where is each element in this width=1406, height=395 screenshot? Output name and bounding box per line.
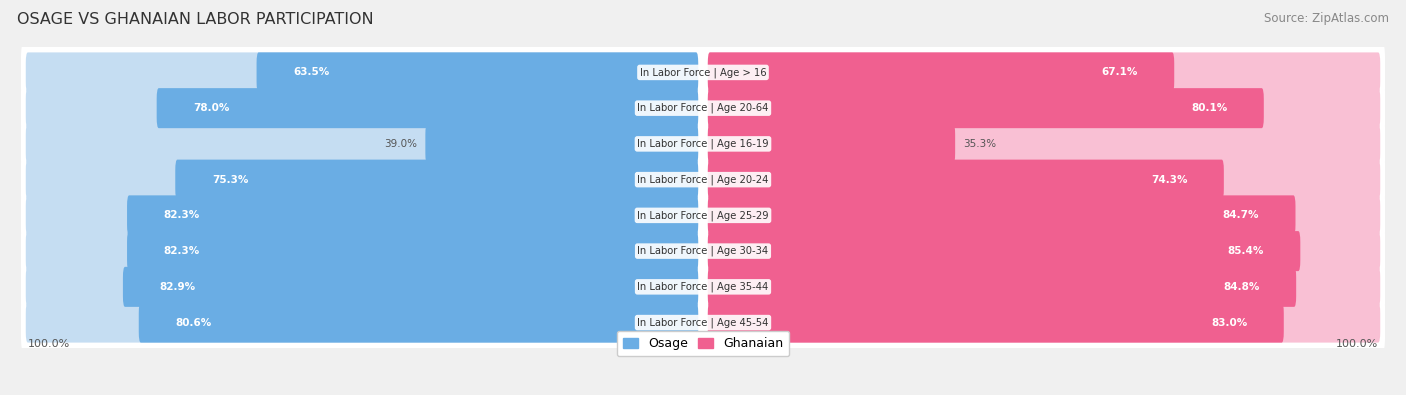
FancyBboxPatch shape	[25, 267, 699, 307]
FancyBboxPatch shape	[707, 53, 1381, 92]
Text: 35.3%: 35.3%	[963, 139, 997, 149]
Text: 82.3%: 82.3%	[163, 246, 200, 256]
Text: OSAGE VS GHANAIAN LABOR PARTICIPATION: OSAGE VS GHANAIAN LABOR PARTICIPATION	[17, 12, 374, 27]
FancyBboxPatch shape	[707, 53, 1174, 92]
Text: 100.0%: 100.0%	[28, 339, 70, 349]
FancyBboxPatch shape	[707, 267, 1296, 307]
FancyBboxPatch shape	[25, 303, 699, 342]
FancyBboxPatch shape	[25, 88, 699, 128]
FancyBboxPatch shape	[426, 124, 699, 164]
Text: 80.1%: 80.1%	[1191, 103, 1227, 113]
FancyBboxPatch shape	[21, 113, 1385, 175]
Text: 100.0%: 100.0%	[1336, 339, 1378, 349]
Text: 75.3%: 75.3%	[212, 175, 249, 184]
Text: In Labor Force | Age 20-64: In Labor Force | Age 20-64	[637, 103, 769, 113]
FancyBboxPatch shape	[707, 267, 1381, 307]
FancyBboxPatch shape	[139, 303, 699, 342]
Text: 39.0%: 39.0%	[384, 139, 418, 149]
FancyBboxPatch shape	[21, 220, 1385, 282]
FancyBboxPatch shape	[25, 53, 699, 92]
Text: 80.6%: 80.6%	[176, 318, 211, 327]
FancyBboxPatch shape	[127, 196, 699, 235]
Text: In Labor Force | Age > 16: In Labor Force | Age > 16	[640, 67, 766, 78]
Text: 83.0%: 83.0%	[1211, 318, 1247, 327]
FancyBboxPatch shape	[707, 88, 1264, 128]
Text: Source: ZipAtlas.com: Source: ZipAtlas.com	[1264, 12, 1389, 25]
Text: In Labor Force | Age 35-44: In Labor Force | Age 35-44	[637, 282, 769, 292]
Text: 74.3%: 74.3%	[1152, 175, 1187, 184]
FancyBboxPatch shape	[21, 42, 1385, 103]
FancyBboxPatch shape	[127, 231, 699, 271]
Text: 84.8%: 84.8%	[1223, 282, 1260, 292]
FancyBboxPatch shape	[707, 231, 1381, 271]
FancyBboxPatch shape	[122, 267, 699, 307]
FancyBboxPatch shape	[176, 160, 699, 199]
FancyBboxPatch shape	[25, 196, 699, 235]
FancyBboxPatch shape	[707, 124, 955, 164]
Legend: Osage, Ghanaian: Osage, Ghanaian	[617, 331, 789, 356]
FancyBboxPatch shape	[707, 160, 1381, 199]
FancyBboxPatch shape	[707, 160, 1223, 199]
FancyBboxPatch shape	[707, 303, 1284, 342]
FancyBboxPatch shape	[25, 124, 699, 164]
FancyBboxPatch shape	[707, 303, 1381, 342]
FancyBboxPatch shape	[707, 196, 1381, 235]
Text: 78.0%: 78.0%	[193, 103, 229, 113]
Text: 63.5%: 63.5%	[292, 68, 329, 77]
Text: 85.4%: 85.4%	[1227, 246, 1264, 256]
Text: 67.1%: 67.1%	[1101, 68, 1137, 77]
FancyBboxPatch shape	[707, 231, 1301, 271]
FancyBboxPatch shape	[21, 77, 1385, 139]
FancyBboxPatch shape	[707, 124, 1381, 164]
Text: 84.7%: 84.7%	[1222, 211, 1258, 220]
Text: In Labor Force | Age 30-34: In Labor Force | Age 30-34	[637, 246, 769, 256]
FancyBboxPatch shape	[707, 196, 1295, 235]
Text: 82.3%: 82.3%	[163, 211, 200, 220]
FancyBboxPatch shape	[25, 231, 699, 271]
FancyBboxPatch shape	[21, 184, 1385, 246]
FancyBboxPatch shape	[21, 149, 1385, 211]
Text: In Labor Force | Age 20-24: In Labor Force | Age 20-24	[637, 174, 769, 185]
Text: In Labor Force | Age 16-19: In Labor Force | Age 16-19	[637, 139, 769, 149]
FancyBboxPatch shape	[707, 88, 1381, 128]
FancyBboxPatch shape	[256, 53, 699, 92]
FancyBboxPatch shape	[21, 292, 1385, 353]
Text: 82.9%: 82.9%	[159, 282, 195, 292]
FancyBboxPatch shape	[156, 88, 699, 128]
FancyBboxPatch shape	[25, 160, 699, 199]
Text: In Labor Force | Age 45-54: In Labor Force | Age 45-54	[637, 317, 769, 328]
Text: In Labor Force | Age 25-29: In Labor Force | Age 25-29	[637, 210, 769, 221]
FancyBboxPatch shape	[21, 256, 1385, 318]
